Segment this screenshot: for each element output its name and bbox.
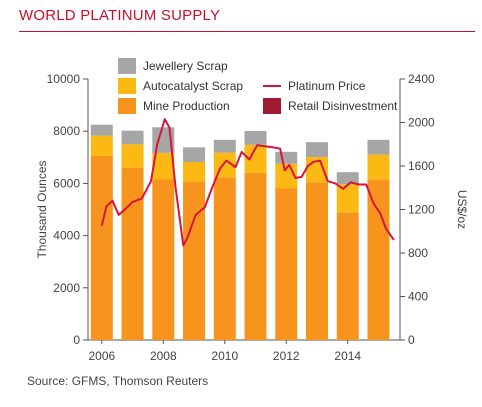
y-tick-label-left: 8000	[53, 124, 80, 138]
y-tick-label-left: 6000	[53, 176, 80, 190]
bar-autocatalyst-scrap	[336, 184, 359, 213]
source-note: Source: GFMS, Thomson Reuters	[27, 374, 209, 388]
y-tick-label-left: 10000	[47, 72, 81, 86]
bar-mine-production	[90, 155, 113, 340]
bar-jewellery-scrap	[90, 124, 113, 136]
bar-mine-production	[244, 172, 267, 340]
bar-jewellery-scrap	[121, 130, 144, 145]
bar-jewellery-scrap	[213, 139, 236, 153]
x-tick-label: 2010	[211, 349, 238, 363]
bar-mine-production	[275, 188, 298, 340]
platinum-price-line	[100, 118, 395, 247]
bar-mine-production	[213, 177, 236, 340]
bar-autocatalyst-scrap	[367, 154, 390, 180]
legend-label: Mine Production	[143, 99, 230, 113]
bar-mine-production	[306, 182, 329, 340]
bar-mine-production	[336, 212, 359, 340]
bar-mine-production	[367, 179, 390, 340]
legend-label: Retail Disinvestment	[288, 99, 398, 113]
bar-jewellery-scrap	[306, 142, 329, 158]
y-tick-label-left: 2000	[53, 281, 80, 295]
bar-jewellery-scrap	[244, 130, 267, 145]
y-tick-label-right: 2000	[408, 116, 435, 130]
y-tick-label-right: 1600	[408, 159, 435, 173]
bar-jewellery-scrap	[275, 151, 298, 164]
y-tick-label-right: 2400	[408, 72, 435, 86]
legend-label: Jewellery Scrap	[143, 59, 228, 73]
legend-swatch	[263, 98, 281, 114]
y-tick-label-right: 0	[408, 333, 415, 347]
legend-swatch	[118, 58, 136, 74]
legend-label: Platinum Price	[288, 79, 366, 93]
bar-autocatalyst-scrap	[121, 144, 144, 168]
bar-mine-production	[183, 181, 206, 340]
x-tick-label: 2012	[273, 349, 300, 363]
bar-autocatalyst-scrap	[244, 144, 267, 173]
y-axis-label: Thousand Ounces	[35, 160, 49, 258]
x-tick-label: 2014	[334, 349, 361, 363]
bar-autocatalyst-scrap	[90, 135, 113, 156]
bar-jewellery-scrap	[336, 172, 359, 185]
x-tick-label: 2008	[150, 349, 177, 363]
bar-mine-production	[152, 179, 175, 340]
legend-label: Autocatalyst Scrap	[143, 79, 243, 93]
y-tick-label-left: 0	[73, 333, 80, 347]
y-tick-label-right: 400	[408, 290, 428, 304]
bar-autocatalyst-scrap	[152, 152, 175, 180]
bar-mine-production	[121, 167, 144, 340]
y2-axis-label: US$/oz	[455, 190, 469, 229]
legend-swatch	[118, 98, 136, 114]
y-tick-label-left: 4000	[53, 229, 80, 243]
title-rule	[19, 31, 475, 32]
bar-jewellery-scrap	[367, 139, 390, 155]
y-tick-label-right: 800	[408, 246, 428, 260]
chart-title: WORLD PLATINUM SUPPLY	[19, 7, 221, 24]
y-tick-label-right: 1200	[408, 203, 435, 217]
bar-autocatalyst-scrap	[183, 161, 206, 182]
bar-jewellery-scrap	[183, 147, 206, 162]
x-tick-label: 2006	[88, 349, 115, 363]
legend-swatch	[118, 78, 136, 94]
